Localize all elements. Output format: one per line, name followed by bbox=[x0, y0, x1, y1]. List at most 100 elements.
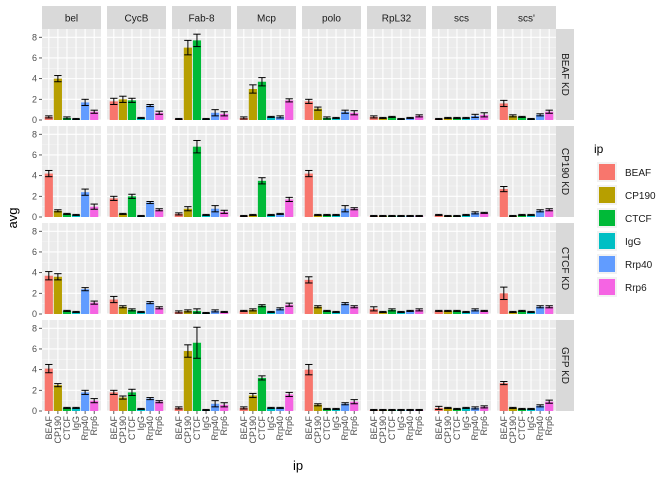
y-tick-label: 6 bbox=[32, 53, 37, 63]
bar bbox=[434, 310, 443, 314]
y-tick-label: 2 bbox=[32, 94, 37, 104]
facet-col-label: RpL32 bbox=[382, 14, 412, 25]
facet-strip-col bbox=[172, 6, 231, 29]
bar bbox=[183, 351, 192, 411]
facet-col-label: Fab-8 bbox=[188, 14, 215, 25]
bar bbox=[471, 407, 480, 411]
legend-key bbox=[599, 187, 615, 203]
bar bbox=[248, 395, 257, 411]
legend-key bbox=[599, 210, 615, 226]
bar bbox=[71, 407, 81, 411]
x-tick-label: CTCF bbox=[322, 416, 332, 440]
legend-label: CP190 bbox=[625, 191, 656, 202]
bar bbox=[313, 108, 322, 120]
bar bbox=[499, 293, 508, 314]
x-tick-label: BEAF bbox=[174, 416, 184, 440]
x-tick-label: IgG bbox=[136, 416, 146, 431]
facet-strip-row bbox=[555, 223, 574, 314]
x-tick-label: Rrp6 bbox=[154, 416, 164, 436]
bar bbox=[341, 111, 350, 120]
bar bbox=[313, 404, 322, 411]
facet-strip-row bbox=[555, 29, 574, 120]
bar bbox=[499, 103, 508, 120]
bar bbox=[545, 306, 554, 314]
bar bbox=[331, 408, 341, 411]
bar bbox=[266, 311, 276, 314]
bar bbox=[155, 307, 164, 314]
bar bbox=[266, 116, 276, 120]
x-tick-label: BEAF bbox=[109, 416, 119, 440]
bar bbox=[517, 408, 527, 411]
facet-strip-row bbox=[555, 126, 574, 217]
panel-background bbox=[432, 126, 491, 217]
bar bbox=[536, 405, 545, 411]
y-tick-label: 6 bbox=[32, 344, 37, 354]
facet-strip-col bbox=[367, 6, 426, 29]
panel-background bbox=[172, 29, 231, 120]
bar bbox=[71, 311, 81, 314]
bar bbox=[480, 406, 489, 411]
bar bbox=[192, 40, 202, 120]
y-tick-label: 8 bbox=[32, 32, 37, 42]
bar bbox=[136, 311, 146, 314]
bar bbox=[536, 210, 545, 217]
y-axis-title: avg bbox=[5, 208, 20, 229]
facet-row-label: BEAF KD bbox=[559, 53, 570, 96]
bar bbox=[257, 81, 267, 120]
bar bbox=[276, 116, 285, 120]
bar bbox=[257, 377, 267, 411]
bar bbox=[461, 117, 471, 120]
bar bbox=[452, 310, 462, 314]
bar bbox=[480, 114, 489, 120]
facet-strip-col bbox=[42, 6, 101, 29]
legend-label: IgG bbox=[625, 237, 641, 248]
bar bbox=[62, 407, 72, 411]
bar bbox=[276, 213, 285, 217]
bar bbox=[387, 309, 397, 314]
bar bbox=[304, 101, 313, 120]
bar bbox=[508, 115, 517, 120]
bar bbox=[81, 289, 90, 314]
legend-title: ip bbox=[594, 142, 604, 156]
y-tick-label: 4 bbox=[32, 171, 37, 181]
facet-col-label: CycB bbox=[125, 14, 149, 25]
bar bbox=[155, 401, 164, 411]
bar bbox=[461, 214, 471, 217]
bar bbox=[341, 208, 350, 217]
x-tick-label: Rrp40 bbox=[340, 416, 350, 441]
y-tick-label: 0 bbox=[32, 115, 37, 125]
bar bbox=[415, 309, 424, 314]
bar bbox=[136, 117, 146, 120]
bar bbox=[44, 173, 53, 217]
bar bbox=[471, 212, 480, 217]
bar bbox=[127, 309, 137, 314]
bar bbox=[192, 146, 202, 217]
x-tick-label: Rrp40 bbox=[275, 416, 285, 441]
y-tick-label: 0 bbox=[32, 406, 37, 416]
bar bbox=[90, 302, 99, 314]
bar bbox=[285, 199, 294, 217]
bar bbox=[378, 117, 387, 120]
x-tick-label: BEAF bbox=[499, 416, 509, 440]
x-tick-label: Rrp6 bbox=[544, 416, 554, 436]
bar bbox=[480, 310, 489, 314]
x-tick-label: IgG bbox=[201, 416, 211, 431]
bar bbox=[350, 112, 359, 120]
x-tick-label: CP190 bbox=[53, 416, 63, 444]
bar bbox=[517, 310, 527, 314]
bar bbox=[545, 111, 554, 120]
x-tick-label: Rrp40 bbox=[535, 416, 545, 441]
bar bbox=[109, 101, 118, 120]
bar bbox=[109, 198, 118, 217]
bar bbox=[109, 299, 118, 314]
facet-strip-col bbox=[237, 6, 296, 29]
bar bbox=[378, 311, 387, 314]
bar bbox=[81, 102, 90, 120]
bar bbox=[90, 111, 99, 120]
legend-key bbox=[599, 279, 615, 295]
facet-strip-col bbox=[432, 6, 491, 29]
bar bbox=[136, 408, 146, 411]
x-tick-label: Rrp40 bbox=[210, 416, 220, 441]
bar bbox=[276, 308, 285, 314]
